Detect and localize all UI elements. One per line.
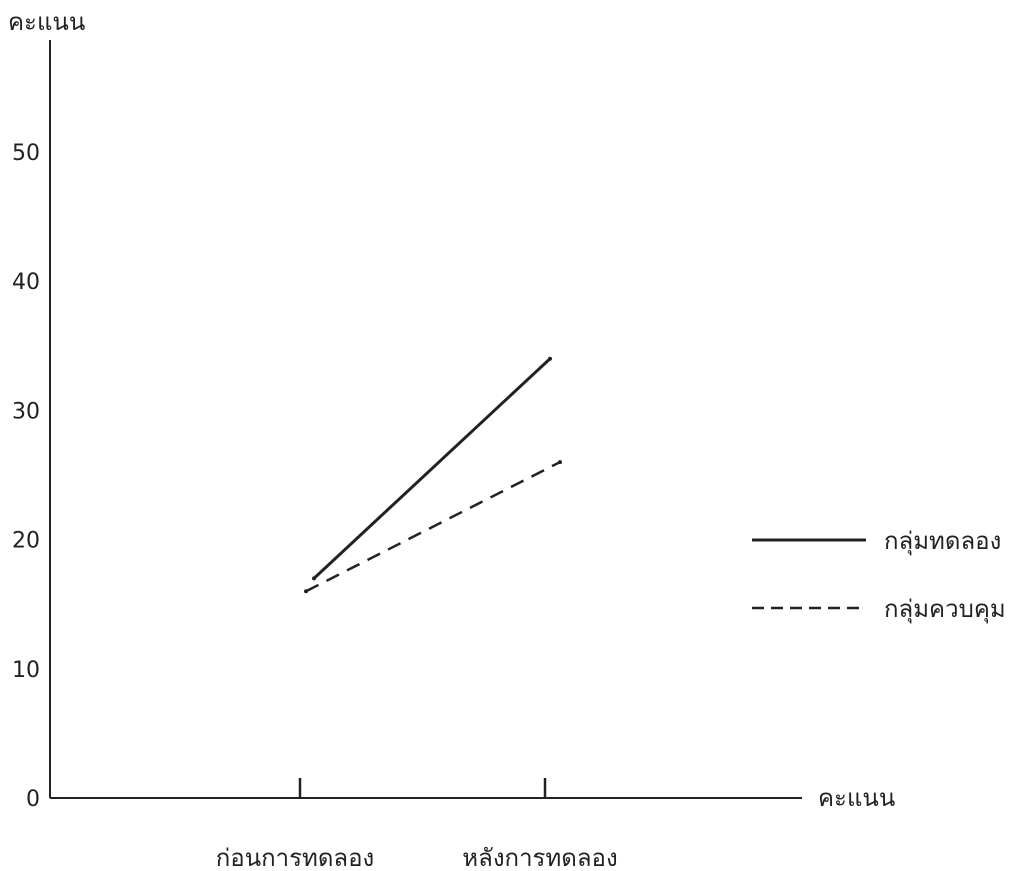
series-lines <box>304 356 562 594</box>
y-tick-label-30: 30 <box>12 399 40 424</box>
y-tick-labels: 0 10 20 30 40 50 <box>12 141 40 812</box>
y-tick-label-50: 50 <box>12 141 40 166</box>
y-tick-label-20: 20 <box>12 529 40 554</box>
y-tick-label-0: 0 <box>26 787 40 812</box>
series-0-point-1 <box>548 356 552 361</box>
x-axis-title: คะแนน <box>818 784 895 812</box>
y-tick-label-40: 40 <box>12 270 40 295</box>
series-line-1 <box>305 460 561 593</box>
series-line-0 <box>312 357 552 580</box>
legend-label-1: กลุ่มควบคุม <box>884 595 1006 624</box>
x-ticks: ก่อนการทดลอง หลังการทดลอง <box>216 778 618 871</box>
y-axis-title: คะแนน <box>8 8 85 36</box>
x-category-label-1: หลังการทดลอง <box>462 844 617 871</box>
legend-label-0: กลุ่มทดลอง <box>884 527 1001 556</box>
series-1-point-0 <box>304 589 308 594</box>
x-category-label-0: ก่อนการทดลอง <box>216 844 375 871</box>
series-1-point-1 <box>558 460 562 465</box>
series-0-point-0 <box>312 576 316 581</box>
y-tick-label-10: 10 <box>12 658 40 683</box>
